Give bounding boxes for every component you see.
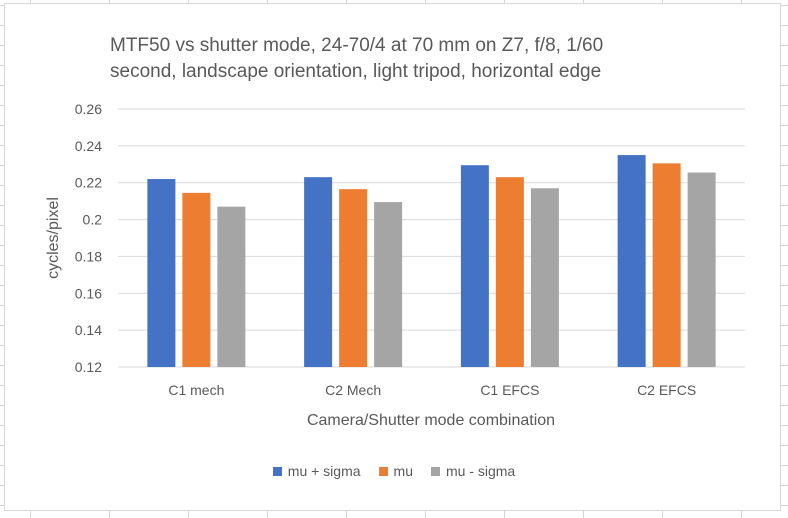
y-axis-title: cycles/pixel: [45, 197, 62, 279]
legend-swatch: [272, 466, 282, 476]
y-tick-label: 0.24: [75, 138, 102, 154]
bar[interactable]: [182, 192, 211, 367]
chart-title-line-1: MTF50 vs shutter mode, 24-70/4 at 70 mm …: [110, 35, 604, 56]
bar[interactable]: [617, 155, 646, 367]
legend-label: mu - sigma: [445, 463, 516, 479]
x-tick-label: C2 EFCS: [637, 382, 696, 398]
chart-title: MTF50 vs shutter mode, 24-70/4 at 70 mm …: [110, 33, 700, 85]
bar[interactable]: [339, 189, 368, 367]
bar[interactable]: [147, 179, 176, 367]
bar[interactable]: [374, 202, 403, 367]
bar[interactable]: [687, 172, 716, 367]
x-axis-title: Camera/Shutter mode combination: [307, 412, 555, 429]
bar[interactable]: [304, 177, 333, 367]
legend-item[interactable]: mu: [378, 463, 413, 479]
bar[interactable]: [652, 163, 681, 367]
chart-title-line-2: second, landscape orientation, light tri…: [110, 61, 602, 82]
legend-swatch: [378, 466, 388, 476]
bar[interactable]: [495, 177, 524, 367]
legend-swatch: [430, 466, 440, 476]
legend-item[interactable]: mu - sigma: [430, 463, 516, 479]
y-tick-label: 0.18: [75, 248, 102, 264]
bar[interactable]: [460, 165, 489, 367]
y-tick-label: 0.12: [75, 359, 102, 375]
y-tick-label: 0.22: [75, 175, 102, 191]
x-tick-label: C1 mech: [168, 382, 224, 398]
y-tick-label: 0.14: [75, 322, 102, 338]
x-tick-label: C1 EFCS: [480, 382, 539, 398]
legend-label: mu + sigma: [287, 463, 361, 479]
legend-item[interactable]: mu + sigma: [272, 463, 361, 479]
y-tick-label: 0.26: [75, 101, 102, 117]
y-tick-label: 0.2: [83, 212, 103, 228]
bar[interactable]: [217, 206, 246, 367]
legend-label: mu: [393, 463, 413, 479]
x-tick-label: C2 Mech: [325, 382, 381, 398]
y-tick-label: 0.16: [75, 285, 102, 301]
bar[interactable]: [530, 188, 559, 367]
legend: mu + sigma mu mu - sigma: [0, 463, 788, 479]
